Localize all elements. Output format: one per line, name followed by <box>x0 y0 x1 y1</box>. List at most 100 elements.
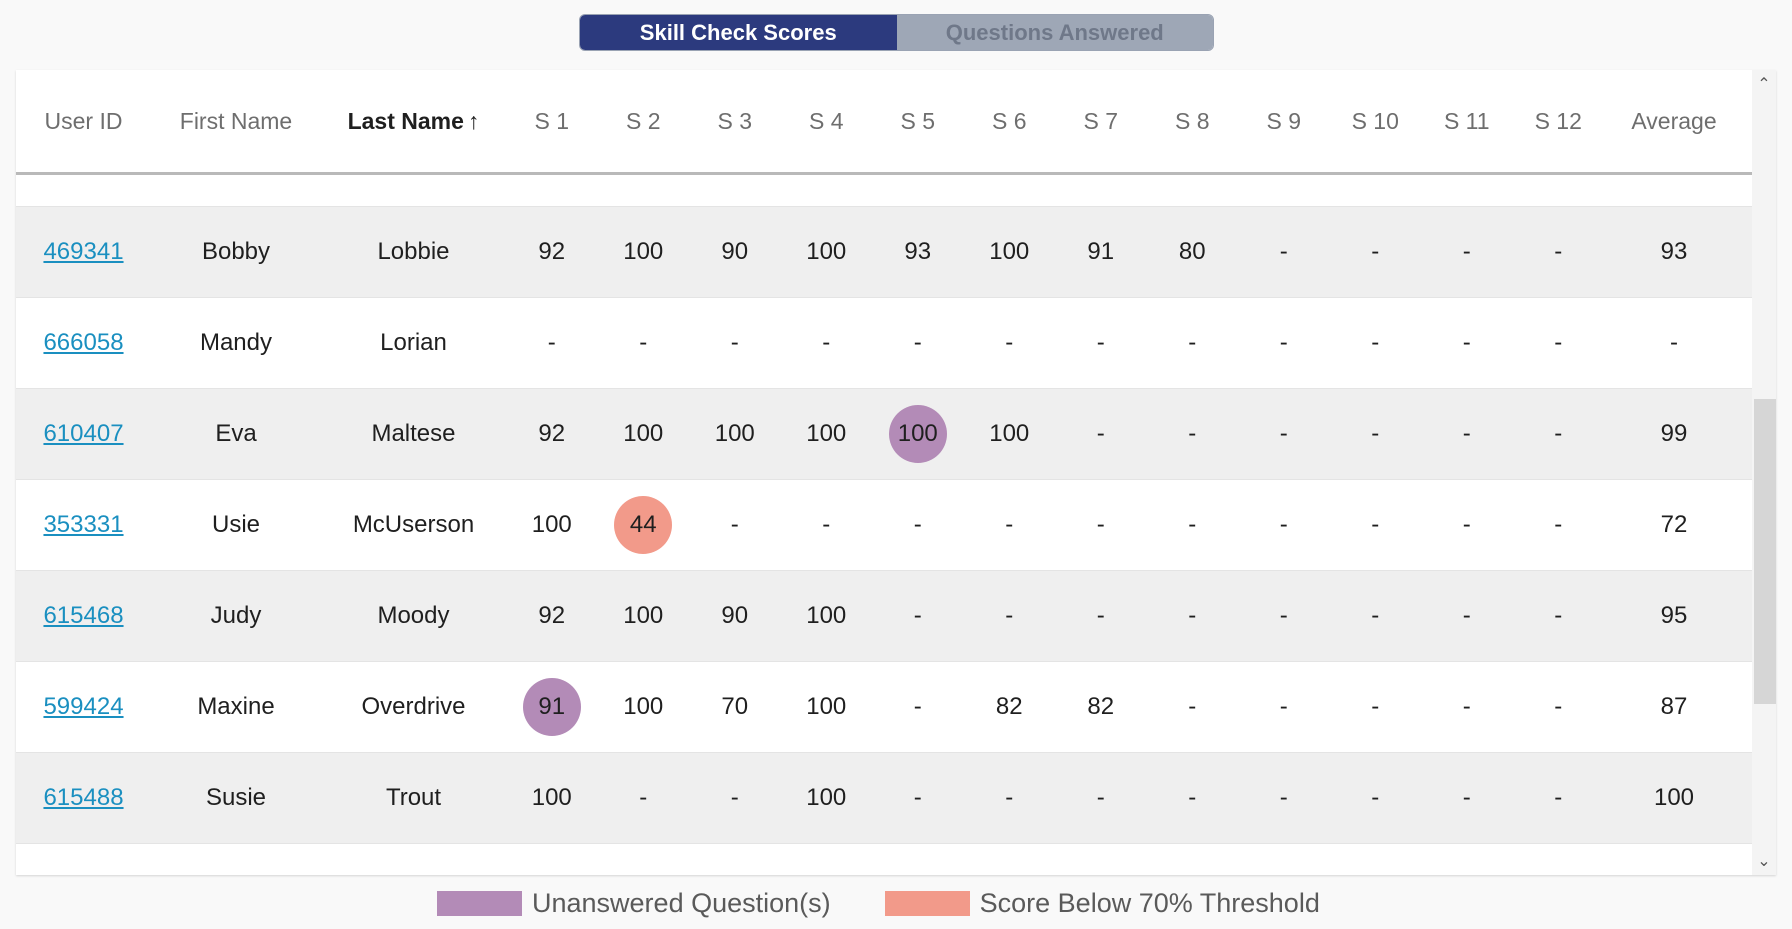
user-id-link[interactable]: 353331 <box>43 511 124 538</box>
first-name-cell: Eva <box>215 420 257 447</box>
score-cell-s8: 80 <box>1178 238 1206 265</box>
header-skill-2[interactable]: S 2 <box>625 107 661 134</box>
table-row: 353331 Usie McUserson 100 44 - - - - - - - - - - 72 <box>16 480 1752 571</box>
score-cell-s7: - <box>1096 784 1105 811</box>
table-row: 666058 Mandy Lorian - - - - - - - - - - - - - <box>16 298 1752 389</box>
score-cell-s8: - <box>1188 602 1197 629</box>
score-cell-s4: 100 <box>806 693 847 720</box>
tab-questions-answered[interactable]: Questions Answered <box>896 15 1213 50</box>
score-cell-s1: 91 <box>506 662 598 752</box>
scroll-thumb[interactable] <box>1754 399 1776 704</box>
score-cell-s2: 100 <box>623 420 664 447</box>
score-cell-s10: - <box>1371 238 1380 265</box>
header-skill-12[interactable]: S 12 <box>1534 107 1582 134</box>
user-id-link[interactable]: 599424 <box>43 693 124 720</box>
score-cell-s3: - <box>730 511 739 538</box>
score-cell-s12: - <box>1554 329 1563 356</box>
score-cell-s5: - <box>913 602 922 629</box>
average-cell: 87 <box>1660 693 1688 720</box>
header-average[interactable]: Average <box>1631 107 1717 134</box>
average-cell: - <box>1670 329 1678 356</box>
score-cell-s9: - <box>1279 602 1288 629</box>
header-skill-1[interactable]: S 1 <box>534 107 570 134</box>
table-row: 615468 Judy Moody 92 100 90 100 - - - - - - - - 95 <box>16 571 1752 662</box>
header-skill-10[interactable]: S 10 <box>1351 107 1399 134</box>
last-name-cell: McUserson <box>352 511 475 538</box>
sort-ascending-icon: ↑ <box>467 107 480 134</box>
tab-skill-check-scores[interactable]: Skill Check Scores <box>580 15 897 50</box>
score-cell-s12: - <box>1554 238 1563 265</box>
score-cell-s1: 100 <box>531 784 572 811</box>
score-cell-s3: 90 <box>721 602 749 629</box>
scroll-up-icon[interactable]: ⌃ <box>1757 76 1771 93</box>
score-cell-s10: - <box>1371 602 1380 629</box>
user-id-link[interactable]: 469341 <box>43 238 124 265</box>
header-skill-3[interactable]: S 3 <box>717 107 753 134</box>
last-name-cell: Maltese <box>371 420 456 447</box>
legend-below-threshold: Score Below 70% Threshold <box>884 888 1320 919</box>
score-cell-s9: - <box>1279 420 1288 447</box>
user-id-cell: 615488 <box>16 753 151 843</box>
last-name-cell: Lobbie <box>377 238 450 265</box>
score-cell-s5: 93 <box>904 238 932 265</box>
header-user-id[interactable]: User ID <box>44 107 123 134</box>
score-cell-s2: 100 <box>623 238 664 265</box>
header-skill-9[interactable]: S 9 <box>1266 107 1302 134</box>
header-skill-6[interactable]: S 6 <box>991 107 1027 134</box>
header-skill-4[interactable]: S 4 <box>808 107 844 134</box>
legend-unanswered: Unanswered Question(s) <box>437 888 831 919</box>
score-cell-s1: 100 <box>531 511 572 538</box>
legend-swatch-unanswered <box>437 891 522 916</box>
score-cell-s11: - <box>1462 238 1471 265</box>
score-cell-s12: - <box>1554 511 1563 538</box>
header-skill-7[interactable]: S 7 <box>1083 107 1119 134</box>
table-body: 469341 Bobby Lobbie 92 100 90 100 93 100 91 80 - - - -… <box>16 207 1752 844</box>
user-id-cell: 599424 <box>16 662 151 752</box>
header-last-name[interactable]: Last Name ↑ <box>321 108 506 135</box>
score-cell-s12: - <box>1554 784 1563 811</box>
score-cell-s1: 92 <box>538 602 566 629</box>
score-cell-s4: - <box>822 511 831 538</box>
score-cell-s2: 100 <box>623 602 664 629</box>
unanswered-badge: 91 <box>522 678 581 736</box>
score-cell-s2: - <box>639 329 648 356</box>
score-cell-s1: 92 <box>538 420 566 447</box>
user-id-link[interactable]: 610407 <box>43 420 124 447</box>
score-cell-s3: 90 <box>721 238 749 265</box>
unanswered-badge: 100 <box>888 405 947 463</box>
header-skill-11[interactable]: S 11 <box>1443 107 1490 134</box>
first-name-cell: Bobby <box>201 238 271 265</box>
score-cell-s2: 44 <box>598 480 690 570</box>
scores-table: User ID First Name Last Name ↑ S 1 S 2 S 3 S… <box>16 70 1776 875</box>
user-id-link[interactable]: 615468 <box>43 602 124 629</box>
score-cell-s7: - <box>1096 329 1105 356</box>
header-first-name[interactable]: First Name <box>179 107 293 134</box>
score-cell-s11: - <box>1462 693 1471 720</box>
score-cell-s4: 100 <box>806 238 847 265</box>
score-cell-s11: - <box>1462 602 1471 629</box>
user-id-link[interactable]: 666058 <box>43 329 124 356</box>
score-cell-s6: - <box>1005 329 1014 356</box>
view-toggle[interactable]: Skill Check Scores Questions Answered <box>579 14 1214 51</box>
score-cell-s4: 100 <box>806 602 847 629</box>
score-cell-s11: - <box>1462 784 1471 811</box>
score-cell-s7: - <box>1096 511 1105 538</box>
below-threshold-badge: 44 <box>614 496 673 554</box>
score-cell-s10: - <box>1371 329 1380 356</box>
score-cell-s10: - <box>1371 693 1380 720</box>
table-row: 615488 Susie Trout 100 - - 100 - - - - - - - - 100 <box>16 753 1752 844</box>
vertical-scrollbar[interactable]: ⌃ ⌄ <box>1752 70 1776 875</box>
score-cell-s5: - <box>913 511 922 538</box>
score-cell-s11: - <box>1462 511 1471 538</box>
score-cell-s5: - <box>913 784 922 811</box>
user-id-link[interactable]: 615488 <box>43 784 124 811</box>
first-name-cell: Susie <box>205 784 267 811</box>
score-cell-s4: 100 <box>806 420 847 447</box>
header-skill-5[interactable]: S 5 <box>900 107 936 134</box>
scroll-down-icon[interactable]: ⌄ <box>1757 853 1771 870</box>
score-cell-s3: 70 <box>721 693 749 720</box>
header-skill-8[interactable]: S 8 <box>1174 107 1210 134</box>
table-row: 610407 Eva Maltese 92 100 100 100 100 100 - - - - - - 9… <box>16 389 1752 480</box>
score-cell-s6: 100 <box>989 420 1030 447</box>
score-cell-s2: 100 <box>623 693 664 720</box>
